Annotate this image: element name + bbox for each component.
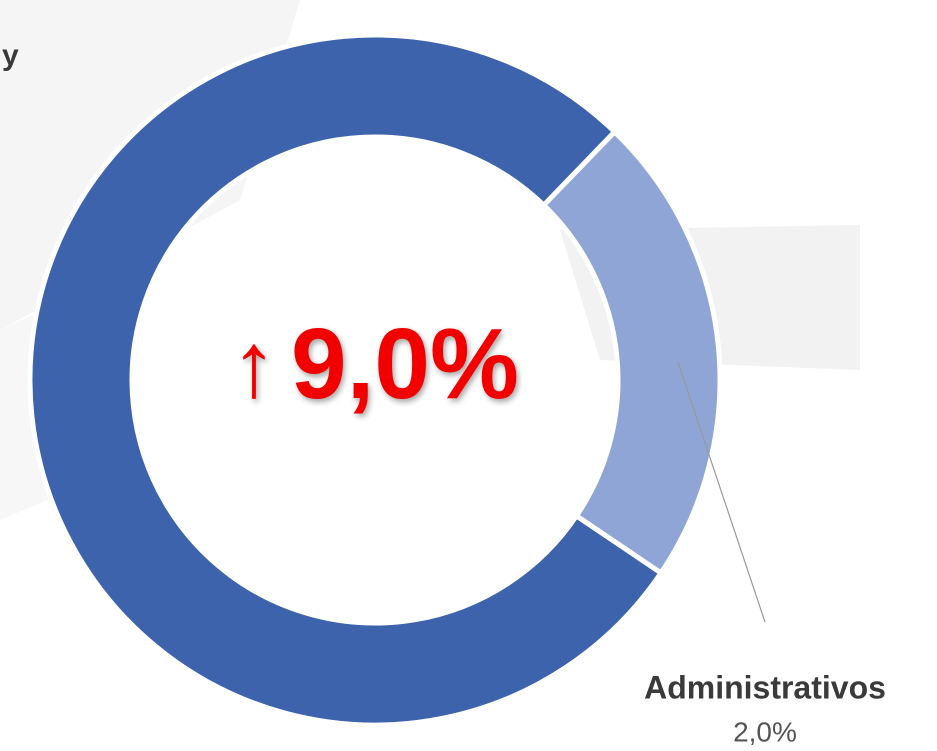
donut-segment [540,128,723,577]
center-label: ↑ 9,0% [231,308,519,420]
center-arrow: ↑ [231,314,277,416]
leader-line [677,361,766,623]
value-label: 2,0% [733,716,797,747]
center-value: 9,0% [291,308,519,420]
category-label: y [2,39,19,72]
category-label: Administrativos [644,669,886,705]
donut-segment [27,32,665,728]
